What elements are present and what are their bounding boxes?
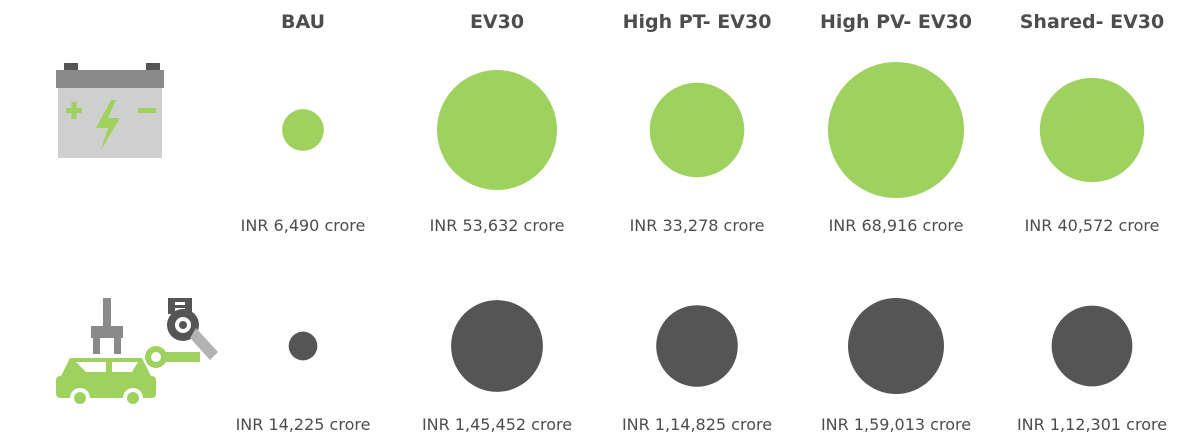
bubble <box>848 298 944 394</box>
value-label: INR 1,59,013 crore <box>821 415 971 434</box>
value-label: INR 6,490 crore <box>241 216 366 235</box>
value-label: INR 53,632 crore <box>430 216 565 235</box>
column-header: High PT- EV30 <box>623 11 772 33</box>
bubble <box>282 109 324 151</box>
bubble <box>649 82 745 178</box>
value-label: INR 1,12,301 crore <box>1017 415 1167 434</box>
value-label: INR 33,278 crore <box>630 216 765 235</box>
bubble <box>1051 305 1133 387</box>
column-header: BAU <box>281 11 325 33</box>
battery-icon <box>56 63 164 158</box>
column-header: EV30 <box>470 11 524 33</box>
column-header: Shared- EV30 <box>1020 11 1165 33</box>
value-label: INR 68,916 crore <box>829 216 964 235</box>
bubble <box>828 62 964 198</box>
value-label: INR 40,572 crore <box>1025 216 1160 235</box>
bubble <box>451 300 543 392</box>
value-label: INR 14,225 crore <box>236 415 371 434</box>
value-label: INR 1,45,452 crore <box>422 415 572 434</box>
bubble <box>656 305 738 387</box>
bubble <box>437 70 557 190</box>
value-label: INR 1,14,825 crore <box>622 415 772 434</box>
bubble <box>1039 77 1145 183</box>
car-assembly-icon <box>56 298 218 408</box>
column-header: High PV- EV30 <box>820 11 972 33</box>
bubble <box>288 331 318 361</box>
